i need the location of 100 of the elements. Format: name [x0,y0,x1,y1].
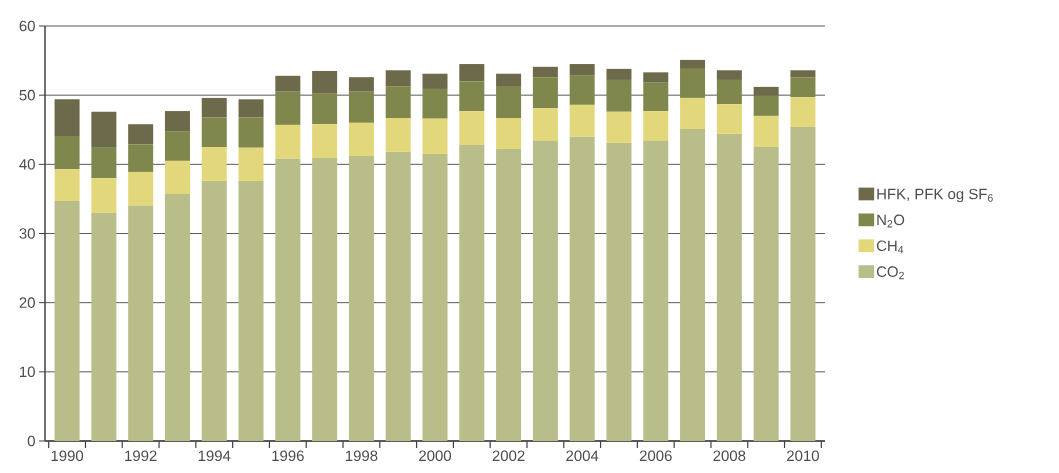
bar [680,68,706,98]
bar [569,75,595,105]
legend-label: CO$_{2}$ [876,266,904,280]
bar [680,97,706,130]
legend-label: HFK, PFK og SF$_{6}$ [877,188,993,203]
x-tick-label: 1996 [272,450,304,462]
bar [164,111,190,132]
bar [385,86,411,118]
y-tick-label: 10 [20,366,35,378]
bar [680,129,706,441]
bar [606,142,632,441]
bar [312,158,338,441]
bar [569,136,595,441]
y-tick-label: 0 [27,435,35,447]
bar [164,160,190,195]
bar [275,91,301,125]
bar [459,64,485,82]
bar [790,126,816,441]
bar [532,140,558,441]
bar [643,82,669,112]
y-tick-label: 20 [19,297,35,308]
bar [312,93,338,125]
bar [753,147,779,441]
bar [91,147,117,179]
bar [459,144,485,441]
bar [459,81,485,112]
bar [54,135,80,170]
bar [201,97,227,118]
bar [312,70,338,94]
bar [422,118,448,154]
bar [790,70,816,78]
bar [790,77,816,98]
bar [532,77,558,109]
x-tick-label: 2004 [566,450,599,462]
bar [54,99,80,136]
y-tick-label: 50 [19,89,35,101]
x-tick-label: 2002 [492,450,525,462]
bar [128,144,154,172]
bar [201,117,227,148]
bar [496,149,522,441]
bar [54,200,80,441]
bar [275,124,301,159]
bar [348,122,374,157]
bar [164,194,190,441]
bar [348,77,374,92]
bar [753,115,779,148]
bar [606,111,632,143]
bar [312,124,338,159]
bar [348,156,374,441]
bar [753,86,779,96]
bar [680,59,706,69]
bar [753,95,779,116]
bar [496,117,522,150]
bar [91,178,117,213]
bar [385,117,411,152]
x-tick-label: 1994 [198,450,231,462]
x-tick-label: 2010 [787,450,819,462]
bar [716,70,742,80]
bar [164,131,190,161]
y-tick-label: 30 [19,228,35,239]
x-tick-label: 1992 [125,450,157,462]
bar [643,111,669,141]
bar [201,180,227,441]
x-tick-label: 1998 [345,450,378,462]
bar [569,104,595,137]
bar [716,133,742,441]
y-tick-label: 60 [19,20,35,32]
legend-label: CH$_{4}$ [876,240,904,254]
bar [422,88,448,119]
bar [422,73,448,89]
bar [496,73,522,87]
bar [128,171,154,206]
legend-label: N$_{2}$O [877,214,905,228]
bar [275,158,301,441]
bar [348,91,374,123]
bar [606,79,632,112]
bar [54,169,80,201]
bar [128,124,154,145]
bar [643,72,669,83]
bar [385,151,411,441]
bar [496,86,522,118]
bar [459,111,485,145]
bar [422,153,448,441]
bar [238,99,264,118]
bar [91,212,117,441]
bar [569,64,595,76]
bar [238,117,264,148]
x-tick-label: 2006 [639,450,672,462]
x-tick-label: 1990 [51,450,84,462]
bar [716,104,742,134]
bar [532,108,558,141]
bar [238,180,264,441]
bar [532,66,558,78]
bar [790,97,816,127]
bar [716,79,742,105]
bar [238,147,264,181]
bar [275,75,301,92]
bar [128,205,154,441]
bar [385,70,411,87]
y-tick-label: 40 [19,159,35,170]
